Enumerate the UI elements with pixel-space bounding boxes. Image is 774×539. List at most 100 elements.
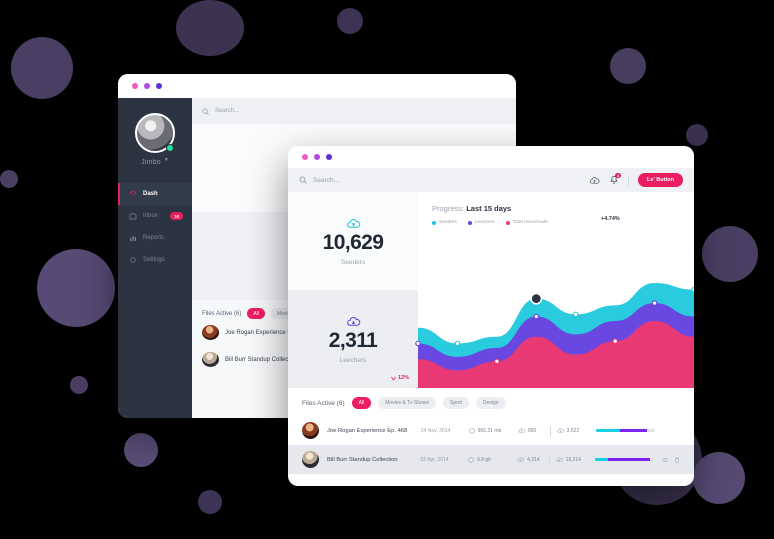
back-files-header: Files Active (6) All Movies <box>202 308 506 319</box>
back-window-titlebar <box>118 74 516 98</box>
progress-segment-leechers <box>620 429 647 432</box>
front-files: Files Active (6) All Movies & Tv Shows S… <box>288 388 694 474</box>
cta-button[interactable]: Le' Button <box>638 173 683 187</box>
back-file-row[interactable]: Bill Burr Standup Collection <box>202 346 506 373</box>
sidebar-item-dash[interactable]: Dash <box>118 183 192 205</box>
legend-label: Total Downloads <box>512 220 548 225</box>
search-icon <box>299 176 307 184</box>
inbox-icon <box>129 212 137 220</box>
legend-label: Seeders <box>439 220 457 225</box>
eye-icon[interactable] <box>662 457 668 463</box>
sidebar-item-settings[interactable]: Settings <box>118 249 192 271</box>
filter-design[interactable]: Design <box>475 397 506 409</box>
cloud-up-icon <box>517 457 524 462</box>
front-stat-seeders: 10,629 Seeders <box>288 192 418 290</box>
front-header-icons: 3 Le' Button <box>589 173 683 187</box>
back-file-row[interactable]: Joe Rogan Experience Ep. 468 <box>202 319 506 346</box>
legend-dot <box>432 220 436 225</box>
bubble <box>176 0 244 56</box>
avatar <box>302 451 319 468</box>
online-status-icon <box>166 144 174 152</box>
back-files: Files Active (6) All Movies Joe Rogan Ex… <box>192 300 516 373</box>
window-dot-indigo[interactable] <box>156 83 162 89</box>
window-dot-pink[interactable] <box>132 83 138 89</box>
cloud-down-icon <box>556 457 563 462</box>
area-chart[interactable] <box>418 260 694 388</box>
progress-bar <box>596 429 656 432</box>
gear-icon <box>130 257 136 263</box>
shield-icon <box>469 427 475 434</box>
front-stat-label: Leechers <box>339 357 367 364</box>
front-files-header: Files Active (6) All Movies & Tv Shows S… <box>288 388 694 416</box>
table-row[interactable]: Joe Rogan Experience Ep. 468 24 Nov, 201… <box>288 416 694 445</box>
back-file-name: Bill Burr Standup Collection <box>225 356 299 363</box>
legend-dot <box>467 220 472 225</box>
reports-icon <box>130 236 136 241</box>
avatar <box>302 422 319 439</box>
header-divider <box>628 174 630 186</box>
back-sidebar: Jimbo ▼ Dash Inbox 10 Reports <box>118 98 192 418</box>
sidebar-nav: Dash Inbox 10 Reports Settings <box>118 183 192 271</box>
front-files-title: Files Active (6) <box>302 399 345 407</box>
legend-item-leechers: Leechers <box>467 220 495 225</box>
row-divider <box>548 454 550 465</box>
sidebar-user-name: Jimbo <box>141 159 161 166</box>
file-leechers: 3,522 <box>557 427 589 434</box>
window-dot-pink[interactable] <box>302 154 308 160</box>
avatar[interactable] <box>135 113 175 153</box>
bubble <box>124 433 158 467</box>
window-dot-violet[interactable] <box>314 154 320 160</box>
legend-item-seeders: Seeders <box>432 220 457 225</box>
table-row[interactable]: Bill Burr Standup Collection 02 Apr, 201… <box>288 445 694 474</box>
filter-sport[interactable]: Sport <box>443 397 469 409</box>
avatar <box>202 352 219 367</box>
legend-dot <box>505 220 510 225</box>
file-name: Joe Rogan Experience Ep. 468 <box>327 427 408 434</box>
front-stat-leechers: 2,311 Leechers 12% <box>288 290 418 388</box>
file-size-value: 965.21 mb <box>477 427 502 434</box>
legend-item-total-downloads: Total Downloads <box>505 220 548 225</box>
bubble <box>37 249 115 327</box>
window-dot-indigo[interactable] <box>326 154 332 160</box>
cloud-down-icon <box>557 428 564 433</box>
search-icon <box>202 107 209 115</box>
sidebar-item-reports[interactable]: Reports <box>118 227 192 249</box>
front-stats: 10,629 Seeders 2,311 Leechers 12% <box>288 192 418 388</box>
trash-icon[interactable] <box>674 457 680 463</box>
bubble <box>11 37 73 99</box>
file-seeders: 4,214 <box>517 456 549 463</box>
back-search-bar[interactable]: Search... <box>192 98 516 124</box>
cloud-up-icon <box>346 218 360 228</box>
front-window: Search... 3 Le' Button 10,629 Seeders 2,… <box>288 146 694 486</box>
back-filter-movies[interactable]: Movies <box>270 308 299 319</box>
chart-title-strong: Last 15 days <box>466 204 512 213</box>
avatar <box>202 325 219 340</box>
trend-value: 12% <box>397 375 409 381</box>
sidebar-item-inbox[interactable]: Inbox 10 <box>118 205 192 227</box>
chart-points-overlay <box>415 286 694 365</box>
back-filter-all[interactable]: All <box>247 308 265 319</box>
legend-label: Leechers <box>474 220 495 225</box>
window-dot-violet[interactable] <box>144 83 150 89</box>
cloud-up-icon[interactable] <box>589 175 600 186</box>
sidebar-label-dash: Dash <box>143 191 158 197</box>
chevron-down-icon[interactable]: ▼ <box>163 156 169 163</box>
filter-movies[interactable]: Movies & Tv Shows <box>378 397 436 409</box>
front-stat-label: Seeders <box>340 259 366 266</box>
notification-bell-wrap[interactable]: 3 <box>609 173 622 185</box>
bubble <box>337 8 363 34</box>
progress-segment-leechers <box>608 458 651 461</box>
front-search-bar[interactable]: Search... 3 Le' Button <box>288 168 694 192</box>
bubble <box>693 452 745 504</box>
file-leechers-value: 19,214 <box>565 456 581 463</box>
front-window-titlebar <box>288 146 694 168</box>
cloud-up-icon <box>518 428 525 433</box>
sidebar-label-inbox: Inbox <box>143 213 158 219</box>
chart-tooltip-label: +4.74% <box>601 216 620 222</box>
sidebar-label-settings: Settings <box>143 257 165 263</box>
cloud-down-icon <box>346 316 360 326</box>
filter-all[interactable]: All <box>351 397 372 409</box>
file-size-value: 9.8 gb <box>477 456 491 463</box>
file-name: Bill Burr Standup Collection <box>327 456 398 463</box>
file-seeders: 860 <box>518 427 550 434</box>
